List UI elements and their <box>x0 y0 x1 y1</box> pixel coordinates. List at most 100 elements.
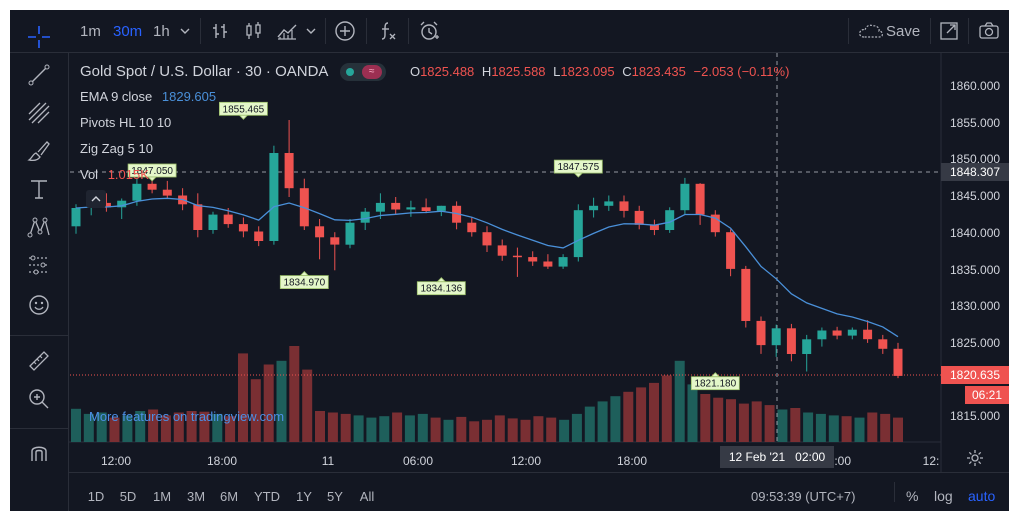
cloud-icon[interactable] <box>856 20 886 42</box>
range-5d-button[interactable]: 5D <box>119 489 137 504</box>
ema-line <box>75 197 899 338</box>
price-tick: 1845.000 <box>950 189 1001 203</box>
price-tick: 1815.000 <box>950 409 1001 423</box>
text-tool-icon[interactable] <box>24 174 54 204</box>
volume-bar <box>315 411 325 442</box>
volume-bar <box>404 415 415 442</box>
alarm-clock-icon[interactable] <box>416 18 442 44</box>
percent-scale-toggle[interactable]: % <box>906 488 919 504</box>
volume-bar <box>571 413 582 442</box>
prediction-icon[interactable] <box>24 250 54 280</box>
volume-bar <box>160 415 171 442</box>
volume-bar <box>764 405 775 442</box>
candle-body <box>665 210 675 230</box>
volume-bar <box>430 417 441 442</box>
interval-30m[interactable]: 30m <box>113 23 143 40</box>
high-label: H <box>481 64 492 79</box>
volume-bar <box>289 346 300 442</box>
pivot-label: 1847.050 <box>131 166 173 177</box>
candle-body <box>756 320 766 346</box>
high-value: 1825.588 <box>491 64 546 79</box>
interval-1m[interactable]: 1m <box>80 23 101 40</box>
candle-body <box>802 339 812 354</box>
volume-bar <box>661 375 672 442</box>
volume-bar <box>520 419 531 442</box>
candles-icon[interactable] <box>241 18 267 44</box>
market-status-icon[interactable]: ≈ <box>339 63 386 82</box>
gear-icon[interactable] <box>962 446 988 470</box>
range-3m-button[interactable]: 3M <box>186 489 206 504</box>
volume-bar <box>828 415 839 442</box>
smiley-icon[interactable] <box>24 290 54 320</box>
candle-body <box>406 207 416 210</box>
range-5y-button[interactable]: 5Y <box>327 489 343 504</box>
camera-icon[interactable] <box>976 18 1002 44</box>
fullscreen-icon[interactable] <box>936 18 962 44</box>
volume-bar <box>443 419 454 442</box>
range-1m-button[interactable]: 1M <box>152 489 172 504</box>
pivot-label-pointer <box>436 277 447 283</box>
price-chart[interactable]: 1847.050 1855.465 1834.970 1834.136 1847.575… <box>10 10 1009 511</box>
crosshair-price-label: 1848.307 <box>941 163 1009 181</box>
ruler-icon[interactable] <box>24 346 54 376</box>
candle-body <box>284 153 294 189</box>
drawing-toolbar <box>10 10 68 511</box>
pattern-icon[interactable] <box>24 212 54 242</box>
auto-scale-toggle[interactable]: auto <box>968 488 996 504</box>
brush-icon[interactable] <box>24 136 54 166</box>
range-1d-button[interactable]: 1D <box>87 489 105 504</box>
candle-body <box>817 330 827 340</box>
vol-value: 1.015K <box>107 167 149 182</box>
volume-bar <box>597 401 608 442</box>
trend-line-icon[interactable] <box>24 60 54 90</box>
bar-chart-icon[interactable] <box>208 18 234 44</box>
range-ytd-button[interactable]: YTD <box>254 489 280 504</box>
tradingview-promo-link[interactable]: More features on tradingview.com <box>89 409 285 424</box>
chevron-down-icon[interactable] <box>178 24 192 38</box>
vol-label[interactable]: Vol <box>80 167 99 182</box>
volume-bar <box>366 417 377 442</box>
volume-bar <box>559 419 570 442</box>
clock-display[interactable]: 09:53:39 (UTC+7) <box>751 489 856 504</box>
candle-body <box>269 153 279 241</box>
indicators-icon[interactable] <box>374 18 400 44</box>
volume-bar <box>713 397 724 442</box>
top-toolbar: 1m 30m 1h <box>10 10 1009 52</box>
candle-body <box>132 183 142 201</box>
crosshair-icon[interactable] <box>24 22 54 52</box>
volume-bar <box>533 416 544 442</box>
candle-body <box>71 208 81 227</box>
close-label: C <box>622 64 632 79</box>
close-value: 1823.435 <box>631 64 686 79</box>
area-chart-icon[interactable] <box>274 18 300 44</box>
volume-bar <box>674 360 685 442</box>
volume-bar <box>751 401 762 442</box>
compare-add-icon[interactable] <box>332 18 358 44</box>
volume-bar <box>238 353 248 442</box>
range-6m-button[interactable]: 6M <box>219 489 239 504</box>
wave-icon: ≈ <box>361 65 382 80</box>
pivots-label[interactable]: Pivots HL 10 10 <box>80 115 172 130</box>
interval-1h[interactable]: 1h <box>153 23 170 40</box>
zoom-in-icon[interactable] <box>24 384 54 414</box>
ema-label[interactable]: EMA 9 close <box>80 89 153 104</box>
candle-body <box>634 210 644 225</box>
collapse-legend-button[interactable] <box>86 190 106 208</box>
fib-retracement-icon[interactable] <box>24 98 54 128</box>
magnet-icon[interactable] <box>24 438 54 468</box>
volume-bar <box>726 399 736 442</box>
symbol-title[interactable]: Gold Spot / U.S. Dollar · 30 · OANDA <box>80 63 328 80</box>
volume-bar <box>327 412 338 442</box>
candle-body <box>452 205 462 223</box>
volume-bar <box>456 416 467 442</box>
last-price-label: 1820.635 <box>941 366 1009 384</box>
range-all-button[interactable]: All <box>359 489 375 504</box>
log-scale-toggle[interactable]: log <box>934 488 953 504</box>
chevron-down-icon[interactable] <box>304 24 318 38</box>
candle-body <box>101 202 111 208</box>
save-button[interactable]: Save <box>886 23 921 40</box>
range-1y-button[interactable]: 1Y <box>296 489 312 504</box>
zigzag-label[interactable]: Zig Zag 5 10 <box>80 141 153 156</box>
volume-bar <box>584 406 595 442</box>
pivot-label-pointer <box>299 270 310 276</box>
